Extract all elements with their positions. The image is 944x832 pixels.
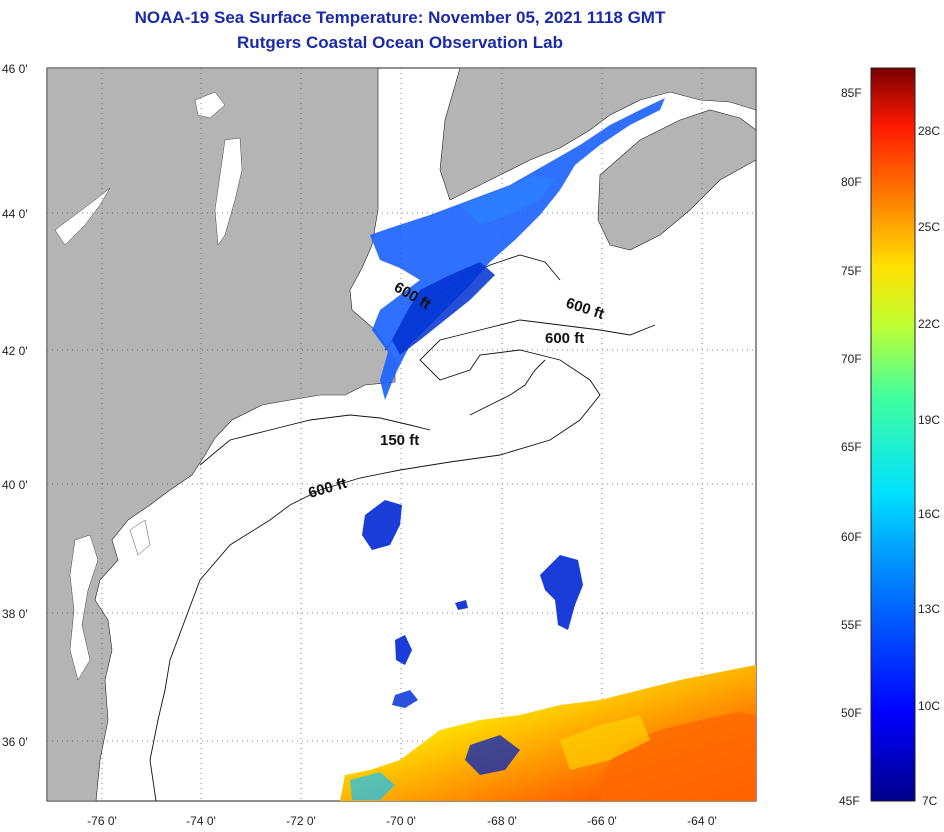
chesapeake-bay [69,534,99,681]
colorbar-f-label: 60F [841,530,862,544]
inland-water [214,137,243,246]
colorbar-c-label: 22C [918,317,941,331]
sst-data [340,98,756,801]
longitude-label: -64 0' [687,814,717,828]
map-subtitle: Rutgers Coastal Ocean Observation Lab [237,33,563,52]
latitude-label: 46 0' [2,62,28,76]
colorbar-c-label: 7C [922,794,938,808]
longitude-label: -70 0' [386,814,416,828]
colorbar-c-label: 13C [918,602,941,616]
longitude-label: -66 0' [587,814,617,828]
contour-label: 150 ft [380,432,419,449]
latitude-label: 40 0' [2,478,28,492]
colorbar-f-label: 80F [841,175,862,189]
latitude-label: 38 0' [2,607,28,621]
colorbar-f-label: 70F [841,352,862,366]
inland-water [54,187,111,246]
latitude-label: 36 0' [2,735,28,749]
nova-scotia-landmass [597,109,757,251]
temperature-colorbar [870,67,916,802]
longitude-label: -68 0' [487,814,517,828]
latitude-label: 44 0' [2,207,28,221]
colorbar-f-label: 85F [841,86,862,100]
contour-label: 600 ft [545,330,584,347]
colorbar-f-label: 50F [841,706,862,720]
colorbar-c-label: 16C [918,507,941,521]
longitude-label: -74 0' [186,814,216,828]
colorbar-f-label: 55F [841,618,862,632]
colorbar-f-label: 75F [841,264,862,278]
delaware-bay [129,519,151,556]
colorbar-c-label: 19C [918,413,941,427]
inland-water [194,91,226,119]
colorbar-f-label: 65F [841,440,862,454]
colorbar-c-label: 25C [918,220,941,234]
colorbar-c-label: 28C [918,124,941,138]
colorbar-f-label: 45F [839,794,860,808]
us-landmass [46,67,396,802]
colorbar-c-label: 10C [918,699,941,713]
longitude-label: -72 0' [286,814,316,828]
map-title: NOAA-19 Sea Surface Temperature: Novembe… [134,8,666,27]
longitude-label: -76 0' [87,814,117,828]
latitude-label: 42 0' [2,344,28,358]
new-brunswick-landmass [439,67,757,201]
